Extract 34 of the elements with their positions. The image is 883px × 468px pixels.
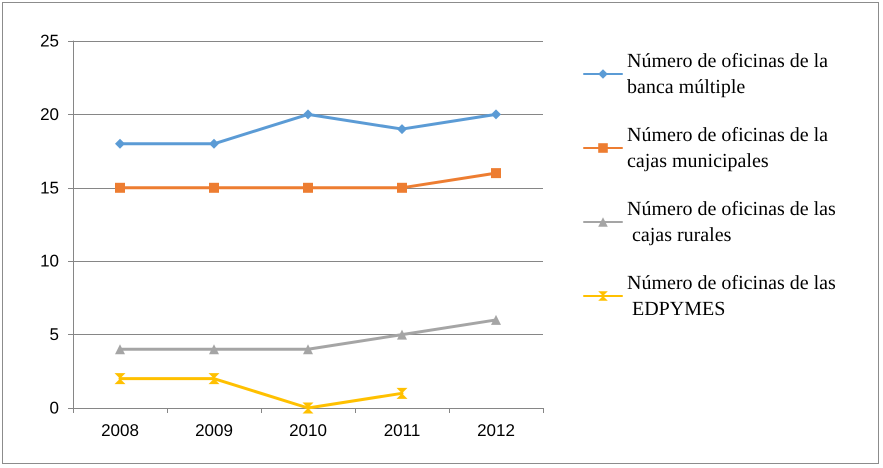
point [115,182,125,193]
y-tick-label: 25 [40,32,59,50]
x-tick-label: 2009 [195,421,233,440]
y-tick-label: 10 [40,252,59,271]
point [397,182,407,193]
point [302,402,314,414]
point [397,330,407,340]
point [115,344,125,354]
x-tick-label: 2011 [384,421,420,440]
legend-label: Número de oficinas de la banca múltiple [627,50,834,98]
point [209,344,219,354]
x-tick-label: 2012 [477,421,515,440]
legend-label: Número de oficinas de las cajas rurales [627,198,836,246]
point [303,182,313,193]
point [209,138,219,149]
y-tick-label: 15 [40,178,59,198]
point [115,138,125,149]
point [303,109,313,120]
x-tick-label: 2008 [101,421,139,440]
point [209,182,219,193]
y-tick-label: 5 [50,325,59,344]
x-tick-label: 2010 [289,421,327,440]
point [303,344,313,354]
point [114,373,126,384]
point [397,124,407,134]
y-tick-label: 20 [40,104,59,124]
point [208,373,220,384]
point [491,314,501,325]
legend-label: Número de oficinas de las EDPYMES [627,272,836,320]
point [491,168,501,178]
y-tick-label: 0 [50,398,59,418]
point [491,109,501,120]
legend-label: Número de oficinas de la cajas municipales [627,124,834,172]
point [396,388,408,399]
